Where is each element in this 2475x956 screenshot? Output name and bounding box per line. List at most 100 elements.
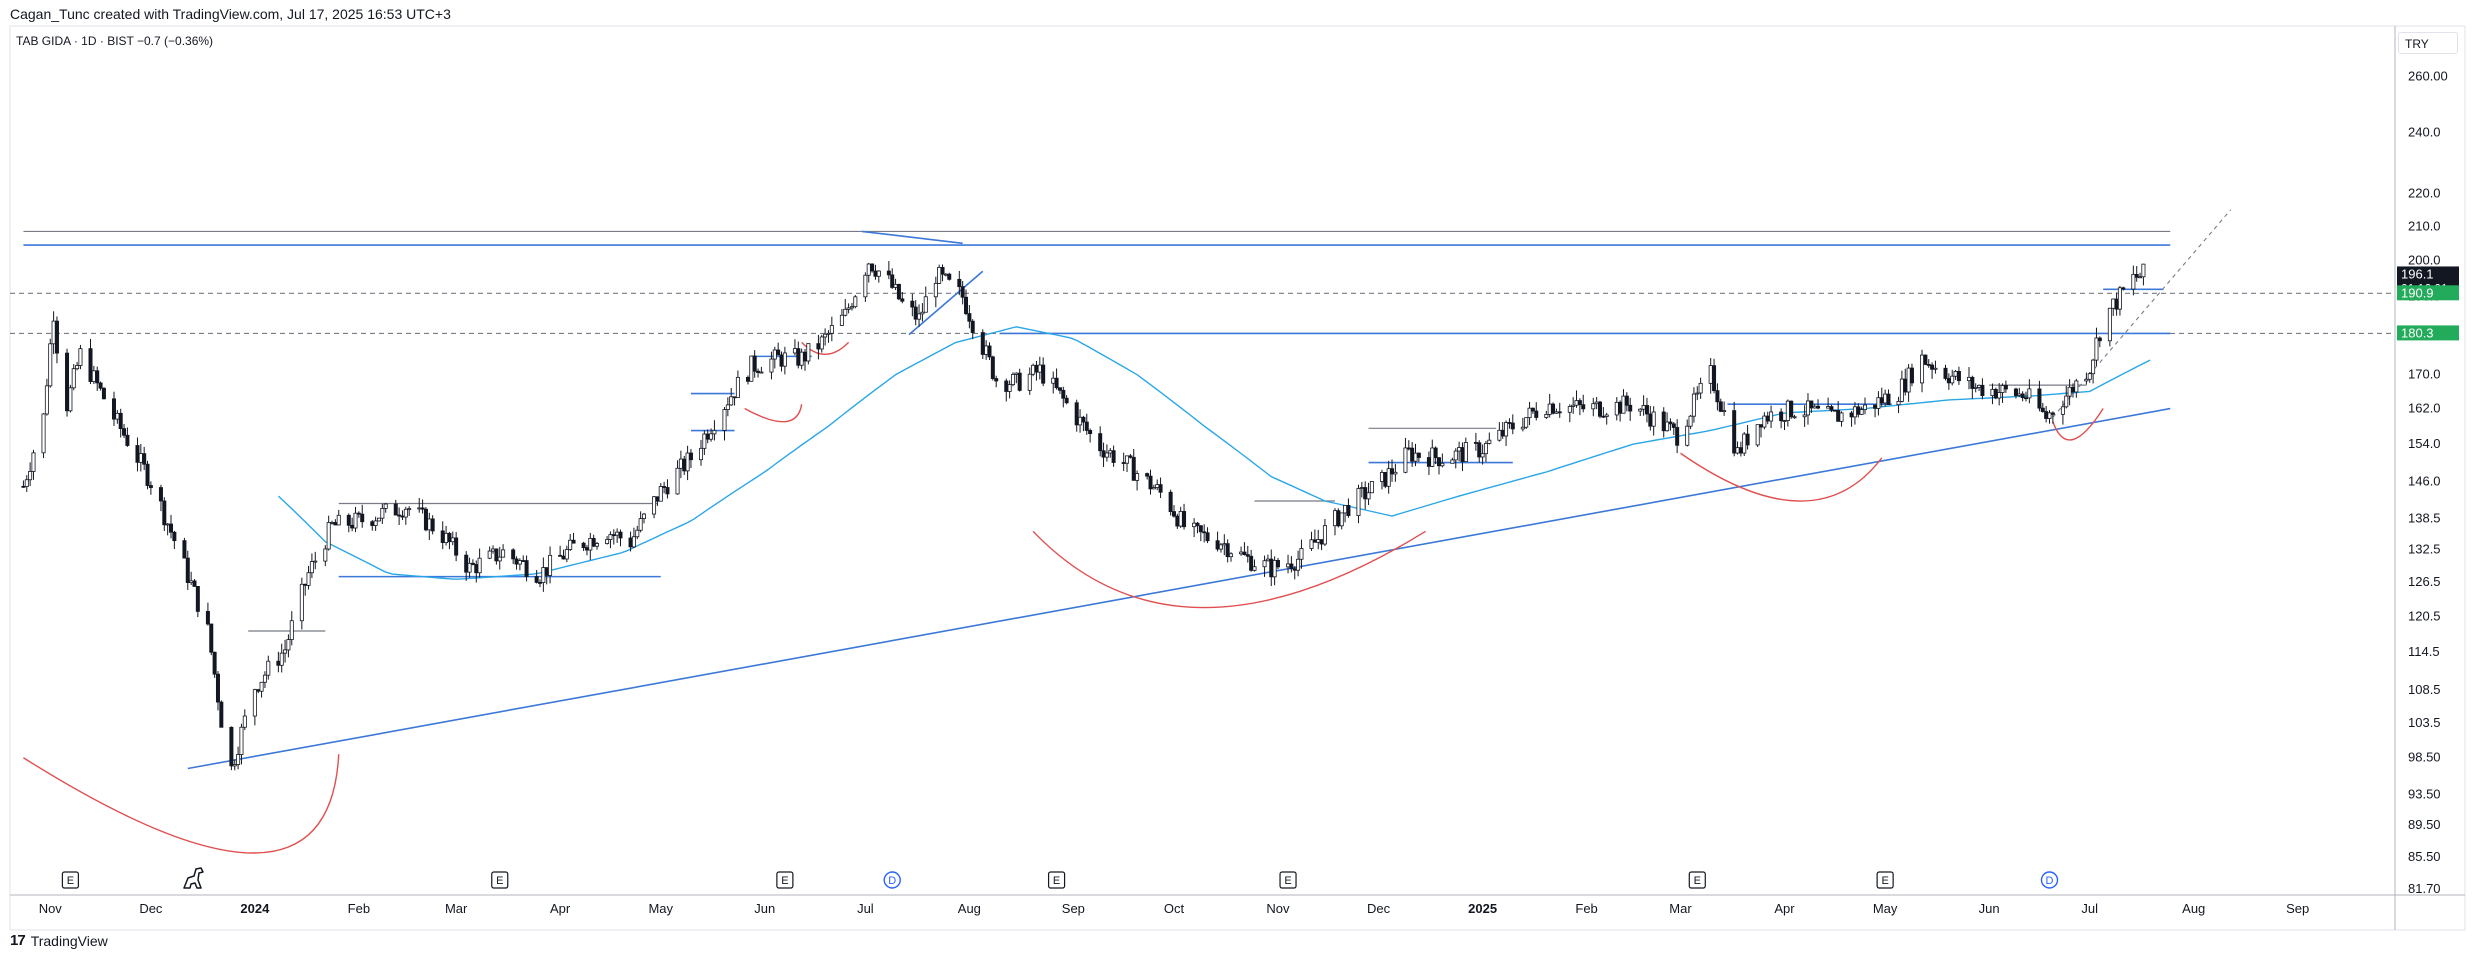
- candle-body: [1675, 427, 1680, 446]
- candle-body: [920, 311, 925, 315]
- candle-body: [2040, 407, 2045, 412]
- candle-body: [699, 447, 704, 461]
- candle-body: [759, 371, 764, 374]
- candle-body: [158, 487, 163, 502]
- candle-body: [1272, 560, 1277, 578]
- candle-body: [95, 370, 100, 384]
- candle-body: [581, 542, 586, 549]
- tradingview-logo-icon[interactable]: 17: [10, 932, 26, 949]
- candle-body: [1027, 373, 1032, 391]
- candle-body: [1051, 377, 1056, 384]
- candle-body: [276, 660, 281, 666]
- candle-body: [65, 352, 70, 412]
- candle-body: [1879, 397, 1884, 404]
- candle-body: [1557, 411, 1562, 414]
- candle-body: [1413, 452, 1418, 462]
- candle-body: [913, 306, 918, 320]
- candle-body: [1403, 447, 1408, 473]
- candle-body: [1480, 453, 1485, 458]
- candle-body: [1343, 505, 1348, 514]
- candle-body: [1386, 468, 1391, 487]
- footer-brand[interactable]: TradingView: [30, 932, 108, 949]
- candle-body: [702, 433, 707, 449]
- candle-body: [521, 560, 526, 562]
- candle-body: [1980, 384, 1985, 396]
- candle-body: [1104, 452, 1109, 458]
- candle-body: [876, 270, 881, 277]
- candle-body: [2027, 388, 2032, 399]
- candle-body: [662, 486, 667, 488]
- candle-body: [1225, 543, 1230, 558]
- price-label-bg: [2397, 325, 2459, 341]
- candle-body: [940, 266, 945, 275]
- candle-body: [1061, 389, 1066, 399]
- candle-body: [1121, 462, 1126, 464]
- candle-body: [1805, 400, 1810, 416]
- candle-body: [1178, 511, 1183, 527]
- candle-body: [1383, 471, 1388, 487]
- candle-body: [1054, 377, 1059, 389]
- candle-body: [638, 518, 643, 531]
- time-tick-label: Feb: [1575, 901, 1597, 916]
- candle-body: [169, 523, 174, 533]
- candle-body: [283, 649, 288, 654]
- trend-line: [908, 270, 984, 336]
- candle-body: [299, 583, 304, 622]
- candle-body: [54, 320, 59, 354]
- candle-body: [1269, 558, 1274, 578]
- candle-body: [1698, 382, 1703, 394]
- candle-body: [595, 543, 600, 547]
- candle-body: [2091, 359, 2096, 375]
- candle-body: [1953, 371, 1958, 377]
- candle-body: [101, 387, 106, 400]
- candle-body: [1685, 425, 1690, 446]
- currency-selector[interactable]: TRY: [2398, 32, 2458, 54]
- candle-body: [236, 754, 241, 765]
- candle-body: [1718, 401, 1723, 412]
- arc-drawing: [744, 404, 803, 423]
- candle-body: [259, 681, 264, 692]
- candle-body: [142, 453, 147, 465]
- candle-body: [1135, 473, 1140, 481]
- candle-body: [933, 282, 938, 298]
- candle-body: [417, 507, 422, 510]
- moving-average-line: [277, 326, 2151, 580]
- candle-body: [1151, 487, 1156, 490]
- candle-body: [943, 273, 948, 276]
- candle-body: [1390, 468, 1395, 475]
- candle-body: [1520, 426, 1525, 430]
- chart-border: [9, 25, 2466, 931]
- candle-body: [397, 514, 402, 517]
- time-tick-label: Apr: [1774, 901, 1795, 916]
- candle-body: [2131, 273, 2136, 290]
- candle-body: [1876, 397, 1881, 409]
- candle-body: [2003, 385, 2008, 390]
- candle-body: [1648, 413, 1653, 427]
- candle-body: [2084, 378, 2089, 382]
- candle-body: [239, 726, 244, 755]
- candle-body: [1148, 475, 1153, 490]
- candle-body: [1577, 400, 1582, 406]
- candle-body: [1088, 430, 1093, 435]
- candle-body: [1457, 447, 1462, 452]
- candle-body: [1816, 405, 1821, 409]
- candle-body: [796, 348, 801, 366]
- candle-body: [1084, 421, 1089, 431]
- candle-body: [1812, 405, 1817, 409]
- trend-line: [861, 230, 963, 245]
- time-tick-label: Sep: [2286, 901, 2309, 916]
- dino-icon[interactable]: [183, 867, 204, 889]
- candle-body: [890, 274, 895, 288]
- footer: 17 TradingView: [10, 932, 108, 949]
- candle-body: [752, 355, 757, 372]
- symbol-exchange: BIST: [107, 34, 134, 48]
- candle-body: [1175, 515, 1180, 527]
- candle-body: [2117, 287, 2122, 310]
- candle-body: [1433, 447, 1438, 459]
- candle-body: [24, 479, 29, 487]
- time-tick-label: Sep: [1062, 901, 1085, 916]
- candle-body: [1859, 409, 1864, 415]
- earnings-event-icon: [491, 871, 509, 889]
- candle-body: [517, 560, 522, 565]
